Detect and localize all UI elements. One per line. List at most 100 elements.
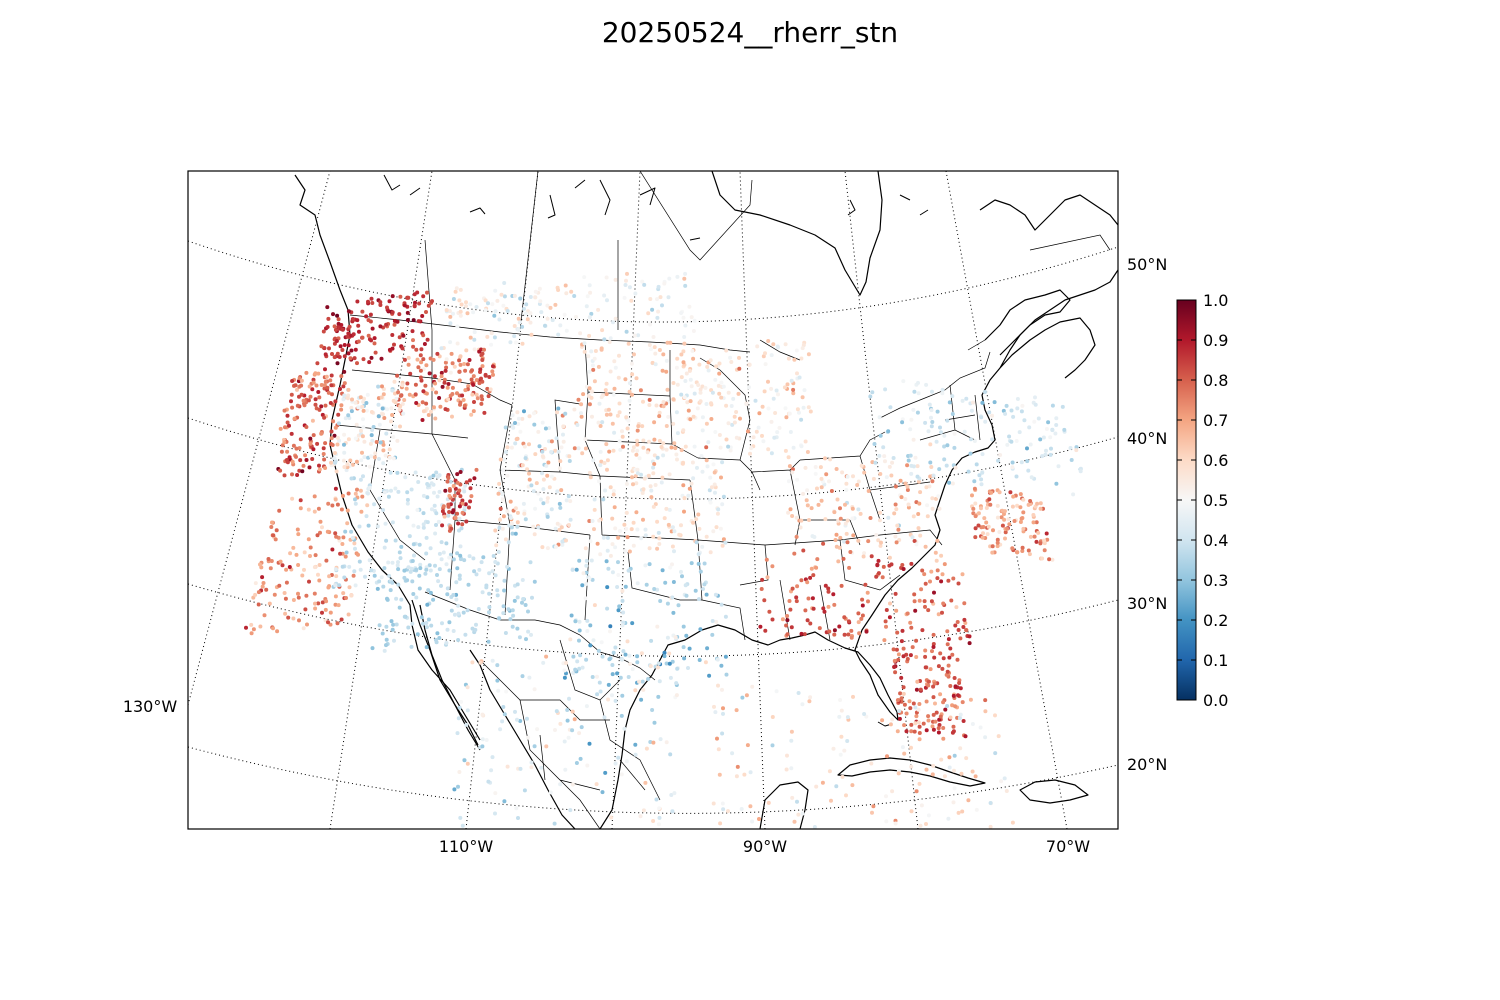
station-marker [560, 539, 565, 544]
station-marker [528, 560, 533, 565]
station-marker [794, 534, 799, 539]
station-marker [294, 454, 298, 459]
station-marker [652, 462, 657, 466]
station-marker [667, 507, 672, 512]
station-marker [928, 460, 933, 465]
station-marker [549, 450, 554, 454]
station-marker [417, 573, 422, 578]
station-marker [661, 441, 666, 446]
station-marker [762, 598, 767, 603]
station-marker [370, 438, 375, 443]
station-marker [683, 283, 688, 288]
station-marker [914, 542, 919, 547]
station-marker [1026, 468, 1031, 473]
station-marker [877, 518, 882, 523]
station-marker [493, 528, 498, 533]
station-marker [631, 543, 636, 548]
station-marker [931, 645, 936, 649]
station-marker [894, 540, 899, 545]
station-marker [901, 379, 906, 384]
station-marker [397, 335, 402, 340]
station-marker [641, 438, 646, 443]
station-marker [480, 712, 485, 717]
station-marker [569, 613, 574, 618]
station-marker [844, 531, 849, 536]
station-marker [460, 510, 465, 515]
station-marker [566, 494, 571, 499]
station-marker [846, 619, 851, 624]
station-marker [935, 576, 940, 581]
station-marker [1050, 557, 1055, 562]
station-marker [847, 565, 852, 570]
station-marker [1038, 506, 1043, 511]
station-marker [660, 368, 665, 373]
station-marker [460, 823, 465, 828]
station-marker [1050, 403, 1055, 408]
station-marker [784, 623, 789, 628]
station-marker [798, 525, 803, 530]
station-marker [942, 433, 947, 438]
station-marker [1047, 557, 1052, 562]
station-marker [342, 575, 347, 580]
station-marker [377, 623, 382, 628]
station-marker [333, 594, 338, 599]
station-marker [687, 368, 692, 373]
station-marker [909, 764, 914, 769]
station-marker [761, 439, 766, 444]
station-marker [336, 412, 341, 417]
station-marker [458, 494, 463, 499]
station-marker [484, 738, 489, 742]
station-marker [914, 714, 919, 719]
station-marker [300, 573, 305, 578]
station-marker [641, 399, 645, 404]
station-marker [791, 391, 796, 396]
station-marker [339, 507, 344, 512]
station-marker [912, 592, 917, 597]
station-marker [764, 557, 769, 562]
station-marker [687, 304, 692, 309]
station-marker [256, 602, 261, 607]
station-marker [334, 534, 339, 539]
station-marker [328, 401, 333, 405]
station-marker [995, 540, 1000, 545]
station-marker [866, 539, 871, 544]
station-marker [457, 573, 462, 578]
station-marker [319, 344, 324, 349]
station-marker [827, 629, 832, 634]
station-marker [365, 392, 370, 397]
station-marker [759, 587, 764, 591]
station-marker [429, 507, 434, 512]
station-marker [819, 485, 824, 490]
station-marker [439, 540, 444, 545]
station-marker [901, 654, 906, 659]
station-marker [896, 771, 901, 776]
station-marker [737, 366, 742, 371]
station-marker [379, 575, 384, 580]
station-marker [791, 445, 796, 450]
station-marker [578, 756, 583, 761]
station-marker [651, 740, 656, 745]
station-marker [904, 711, 909, 716]
station-marker [527, 471, 531, 476]
station-marker [330, 547, 335, 552]
map-panel[interactable] [187, 170, 1119, 830]
station-markers [244, 271, 1083, 829]
meridian-label-110w: 110°W [439, 837, 494, 856]
station-marker [353, 436, 358, 441]
station-marker [256, 590, 261, 595]
station-marker [954, 605, 959, 610]
station-marker [1027, 552, 1032, 557]
station-marker [413, 392, 418, 397]
station-marker [681, 428, 686, 433]
station-marker [312, 591, 317, 596]
station-marker [598, 689, 603, 694]
station-marker [463, 388, 468, 393]
station-marker [513, 441, 518, 446]
station-marker [983, 698, 988, 703]
station-marker [856, 611, 861, 616]
station-marker [366, 333, 371, 338]
station-marker [287, 423, 291, 428]
station-marker [447, 568, 452, 573]
station-marker [635, 660, 640, 665]
station-marker [967, 634, 972, 639]
